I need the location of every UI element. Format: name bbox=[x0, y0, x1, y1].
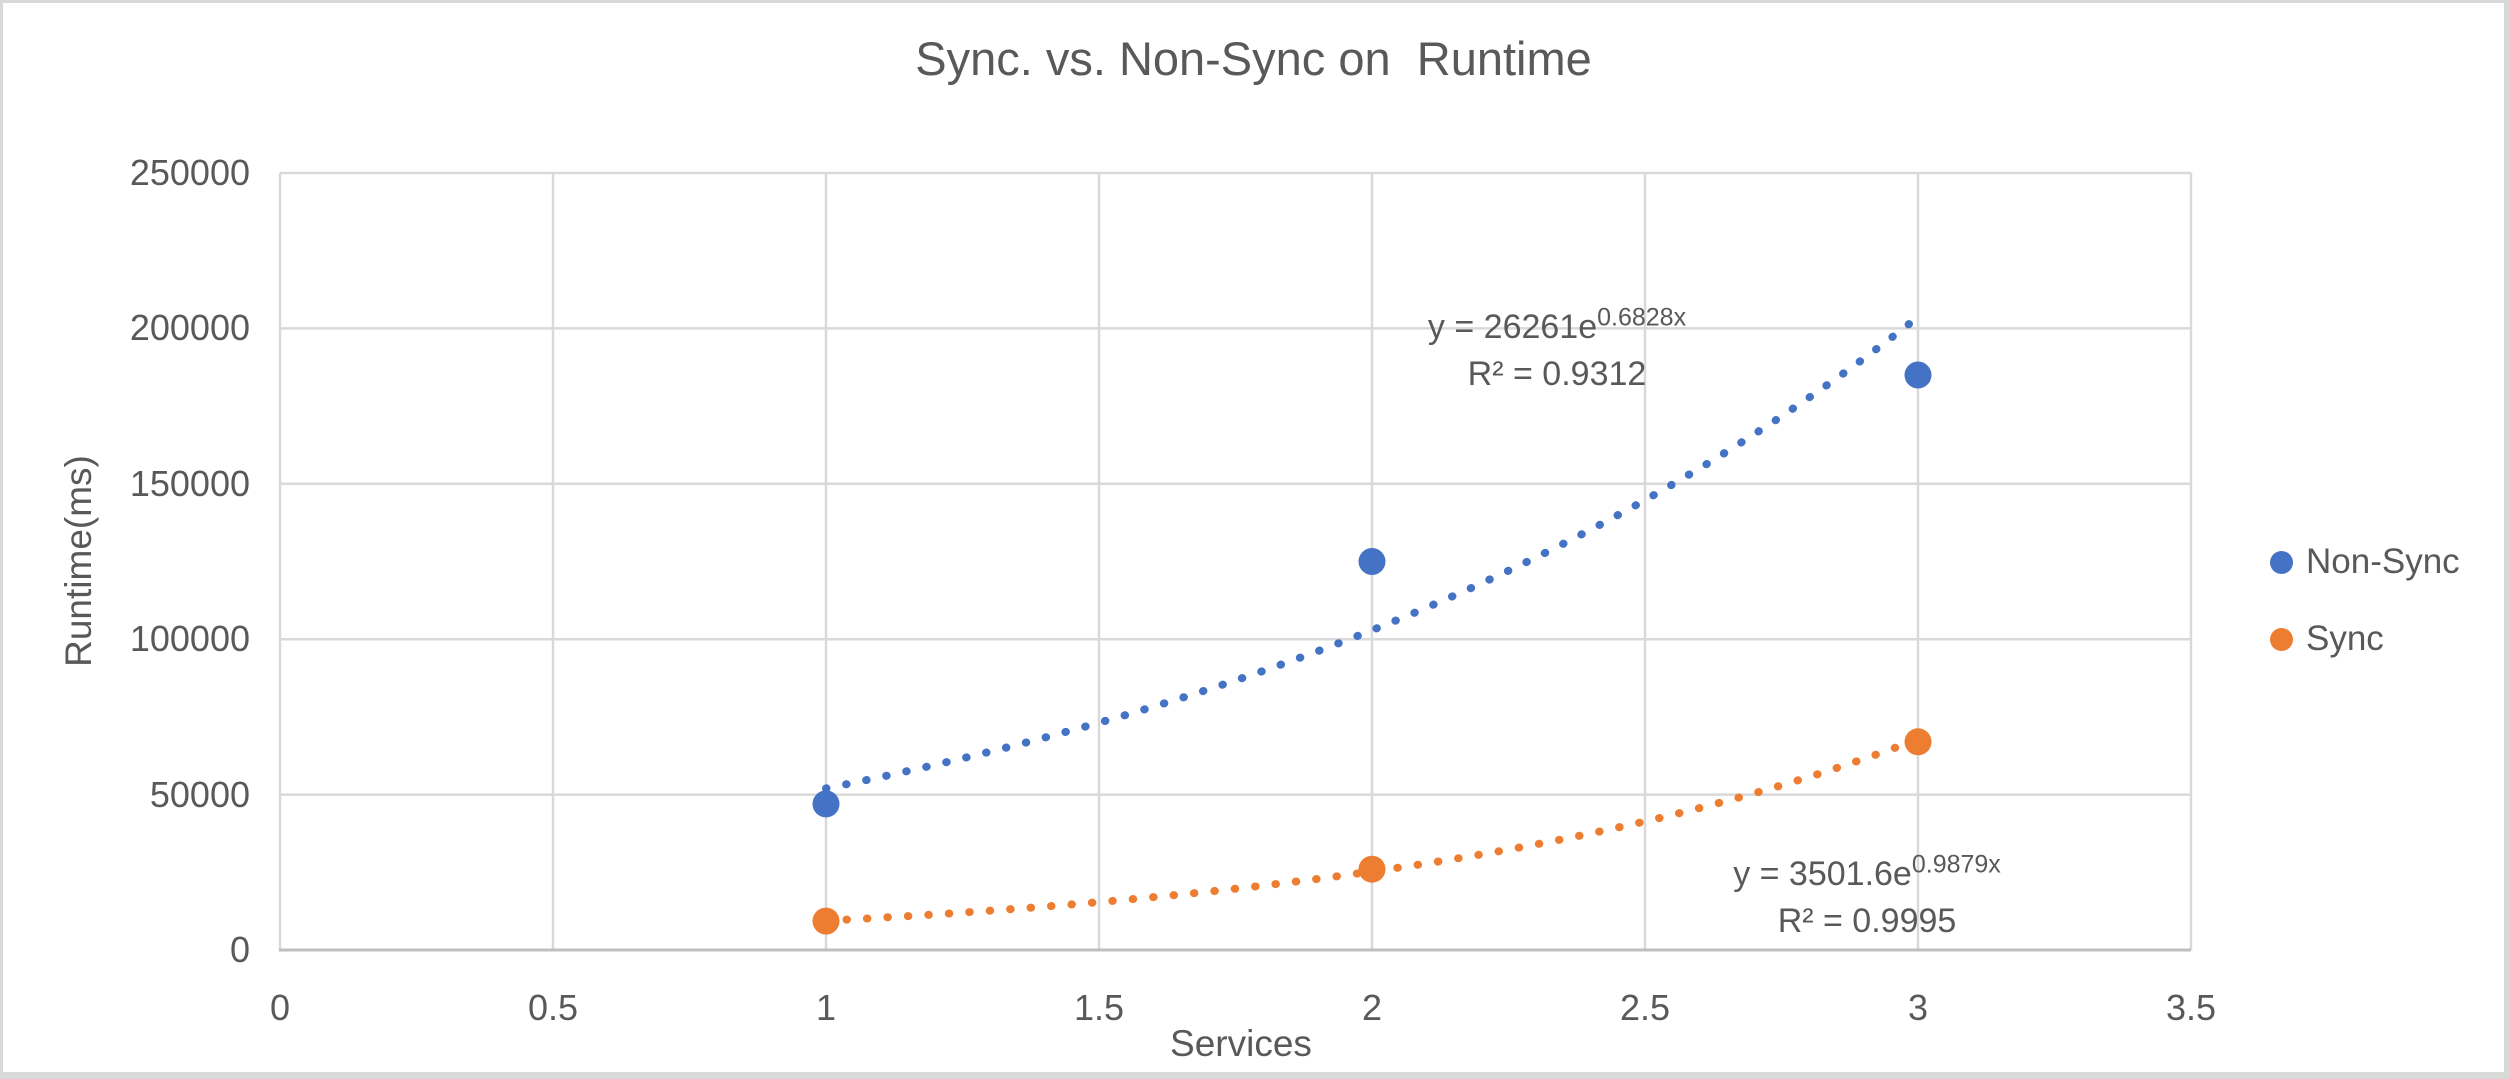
r-squared-line: R² = 0.9995 bbox=[1777, 902, 1957, 940]
equation-line: y = 26261e0.6828x bbox=[1427, 303, 1687, 346]
x-tick-label: 2.5 bbox=[1619, 987, 1671, 1028]
legend-item-sync[interactable]: Sync bbox=[2270, 620, 2384, 658]
legend-label-sync: Sync bbox=[2306, 619, 2384, 658]
data-point-sync-x2[interactable] bbox=[1358, 855, 1386, 883]
trendline-sync[interactable] bbox=[822, 735, 1922, 925]
legend-label-non-sync: Non-Sync bbox=[2306, 542, 2460, 581]
y-tick-label: 0 bbox=[229, 929, 250, 970]
x-tick-label: 3 bbox=[1907, 987, 1929, 1028]
y-tick-label: 250000 bbox=[129, 152, 250, 193]
data-point-sync-x3[interactable] bbox=[1904, 728, 1932, 756]
chart-title: Sync. vs. Non-Sync on Runtime bbox=[915, 32, 1592, 85]
x-tick-label: 0.5 bbox=[527, 987, 579, 1028]
y-tick-label: 100000 bbox=[129, 618, 250, 660]
trendline-equation-non-sync: y = 26261e0.6828x R² = 0.9312 bbox=[1428, 304, 1686, 398]
legend-marker-non-sync-icon bbox=[2270, 550, 2293, 574]
equation-line: y = 3501.6e0.9879x bbox=[1733, 850, 2001, 893]
y-tick-label: 50000 bbox=[149, 773, 250, 815]
equation-exponent: 0.9879x bbox=[1911, 850, 2001, 879]
legend-item-non-sync[interactable]: Non-Sync bbox=[2270, 543, 2460, 581]
legend-marker-sync-icon bbox=[2270, 627, 2293, 651]
equation-exponent: 0.6828x bbox=[1597, 303, 1687, 332]
plot-area[interactable] bbox=[3, 3, 2507, 1072]
x-tick-label: 3.5 bbox=[2165, 987, 2217, 1028]
y-tick-label: 200000 bbox=[129, 307, 250, 349]
data-point-non-sync-x1[interactable] bbox=[812, 790, 840, 818]
data-point-non-sync-x3[interactable] bbox=[1904, 361, 1932, 389]
x-tick-label: 2 bbox=[1361, 987, 1383, 1028]
data-point-sync-x1[interactable] bbox=[812, 907, 840, 935]
r-squared-line: R² = 0.9312 bbox=[1467, 355, 1647, 393]
x-tick-label: 1.5 bbox=[1073, 987, 1125, 1028]
x-tick-label: 1 bbox=[815, 987, 837, 1028]
data-point-non-sync-x2[interactable] bbox=[1358, 548, 1386, 575]
x-tick-label: 0 bbox=[269, 987, 291, 1028]
x-axis-title: Services bbox=[1170, 1023, 1312, 1064]
trendline-equation-sync: y = 3501.6e0.9879x R² = 0.9995 bbox=[1733, 851, 2001, 945]
y-tick-label: 150000 bbox=[129, 462, 250, 504]
trendline-non-sync[interactable] bbox=[822, 308, 1928, 793]
